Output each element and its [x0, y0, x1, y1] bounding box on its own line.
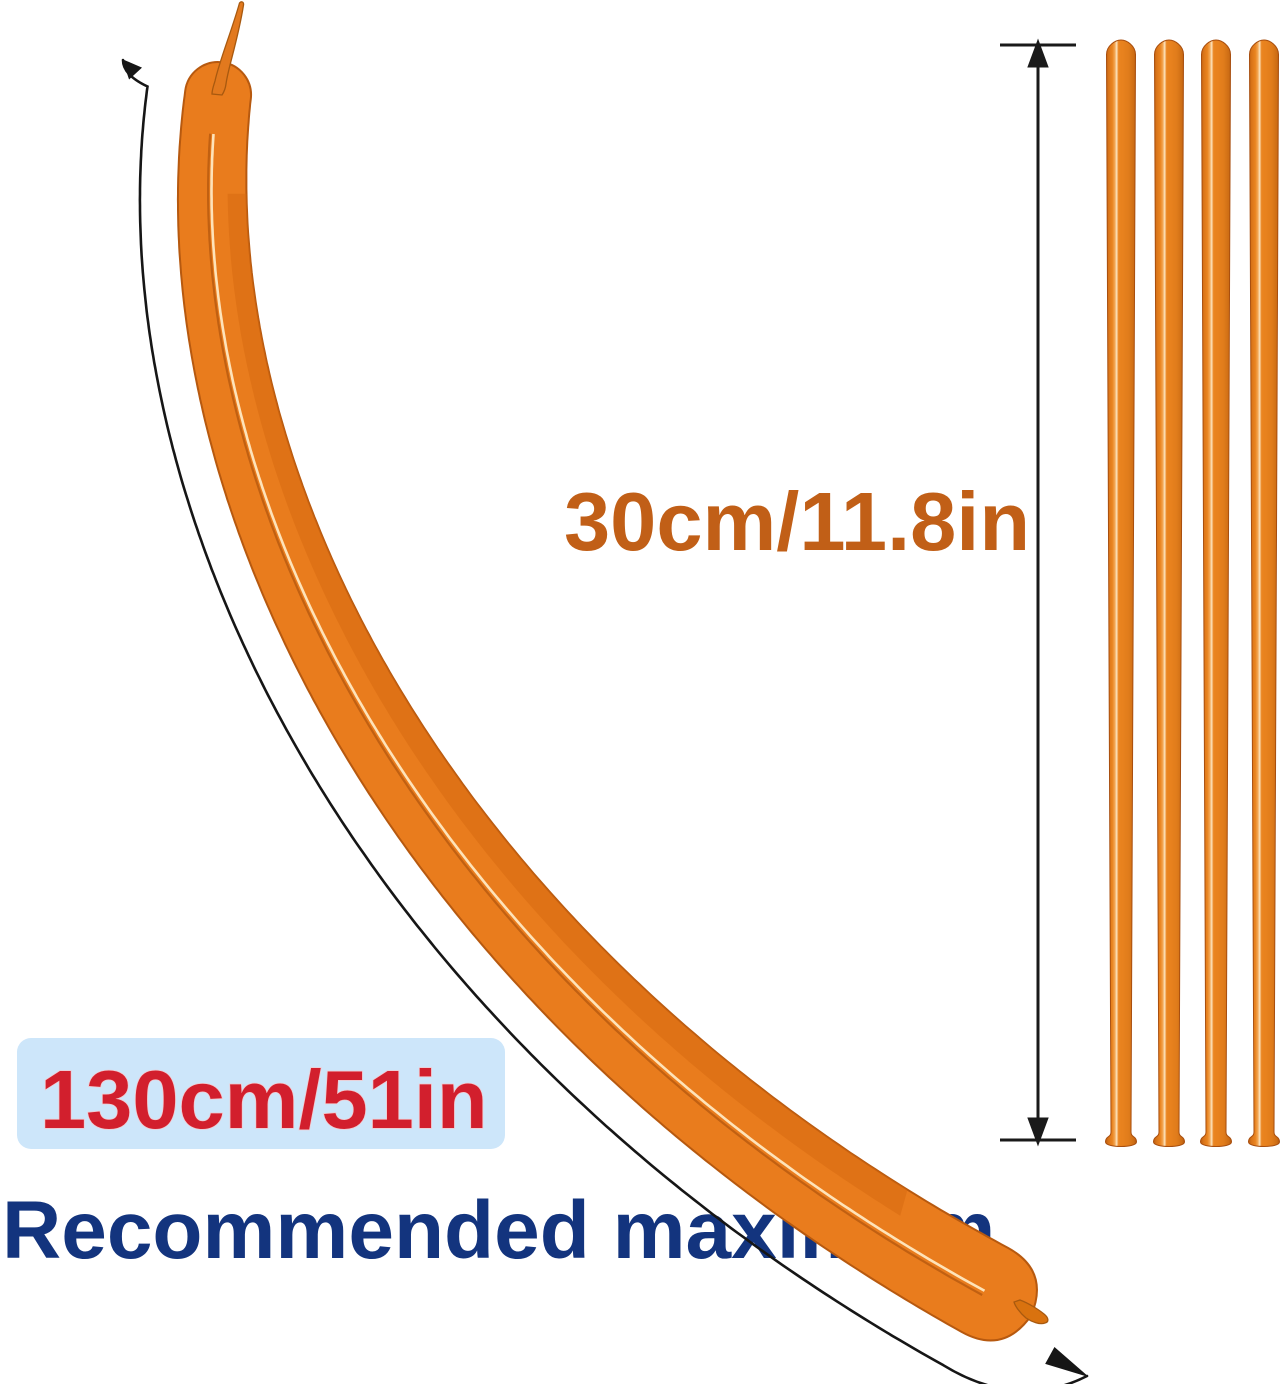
- svg-text:30cm/11.8in: 30cm/11.8in: [564, 475, 1030, 568]
- svg-text:130cm/51in: 130cm/51in: [40, 1053, 488, 1146]
